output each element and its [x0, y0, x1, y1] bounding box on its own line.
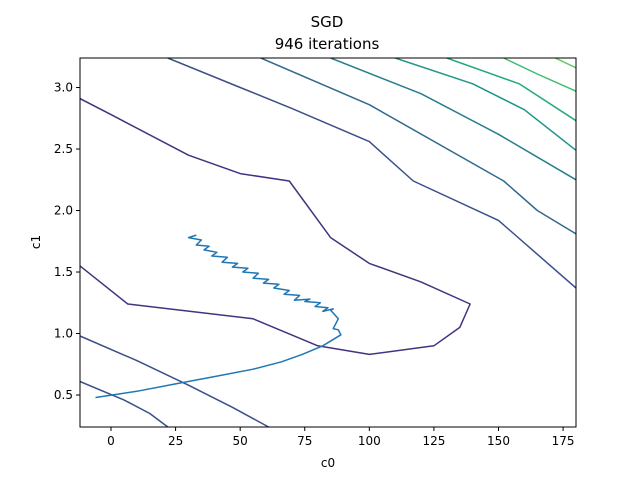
x-axis-ticks: 0 25 50 75 100 125 150 175 [107, 427, 575, 448]
y-tick-label: 2.5 [54, 142, 73, 156]
contour-line-3 [167, 58, 576, 289]
contour-line-6 [330, 58, 576, 181]
sgd-trajectory-line [95, 234, 342, 399]
chart-subtitle: 946 iterations [275, 35, 380, 53]
plot-frame [79, 57, 577, 428]
x-tick-label: 100 [358, 434, 381, 448]
contour-line-2 [80, 335, 269, 427]
sgd-path [95, 234, 342, 399]
contour-line-1 [80, 97, 471, 356]
x-tick-label: 150 [487, 434, 510, 448]
x-tick-label: 25 [168, 434, 183, 448]
contour-line-10 [554, 58, 576, 69]
y-axis-ticks: 0.5 1.0 1.5 2.0 2.5 3.0 [54, 81, 80, 402]
y-tick-label: 3.0 [54, 81, 73, 95]
y-tick-label: 2.0 [54, 204, 73, 218]
x-tick-label: 125 [422, 434, 445, 448]
x-tick-label: 175 [552, 434, 575, 448]
x-tick-label: 75 [297, 434, 312, 448]
contour-line-5 [260, 58, 576, 235]
contour-line-7 [394, 58, 576, 151]
contour-line-4 [80, 380, 169, 427]
y-tick-label: 1.5 [54, 265, 73, 279]
contour-line-9 [503, 58, 576, 92]
x-axis-label: c0 [321, 456, 335, 470]
y-tick-label: 1.0 [54, 327, 73, 341]
x-tick-label: 50 [233, 434, 248, 448]
chart-title: SGD [311, 13, 344, 31]
contour-lines [80, 58, 576, 427]
x-tick-label: 0 [107, 434, 115, 448]
y-axis-label: c1 [29, 235, 43, 249]
y-tick-label: 0.5 [54, 388, 73, 402]
contour-line-8 [446, 58, 576, 122]
